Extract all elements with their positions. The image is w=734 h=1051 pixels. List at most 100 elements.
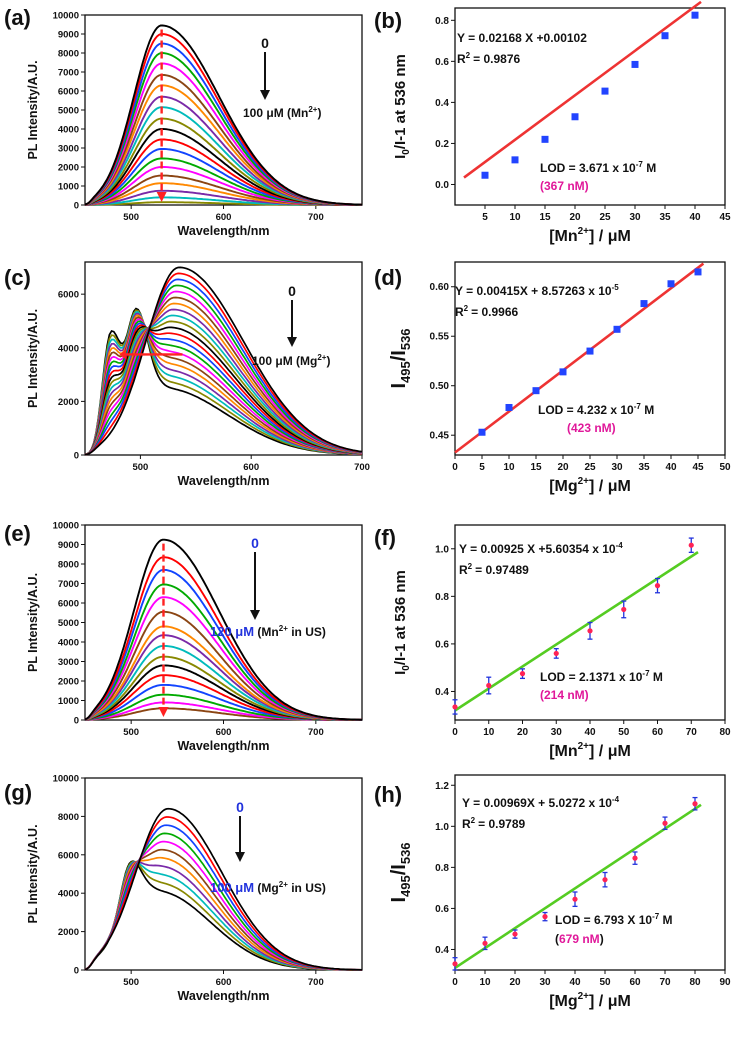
data-point — [559, 368, 567, 376]
text-span: R — [457, 52, 466, 66]
x-tick-label: 40 — [569, 977, 581, 988]
text-span: 2+ — [308, 105, 317, 114]
x-tick-label: 5 — [479, 462, 485, 473]
text-span: M — [641, 403, 654, 417]
x-axis-label: [Mn2+] / μM — [549, 741, 631, 760]
x-tick-label: 600 — [216, 212, 232, 223]
y-tick-label: 0.8 — [435, 16, 449, 27]
x-tick-label: 600 — [216, 977, 232, 988]
arrow-end-label: 100 μM (Mg2+) — [252, 353, 330, 368]
x-tick-label: 60 — [629, 977, 641, 988]
data-point — [631, 60, 639, 68]
text-span: ) — [317, 106, 321, 120]
y-tick-label: 7000 — [58, 579, 79, 590]
chart-panel-g: 500 600 700 0 2000 4000 6000 8000 10000 (g) Wavele… — [4, 774, 363, 1003]
y-tick-label: 10000 — [53, 774, 79, 785]
y-tick-label: 0.60 — [430, 282, 450, 293]
spectrum-curve — [84, 290, 363, 456]
data-point — [532, 387, 540, 395]
data-point — [662, 820, 668, 826]
spectrum-curve — [84, 807, 363, 971]
x-tick-label: 50 — [719, 462, 731, 473]
fit-equation: Y = 0.02168 X +0.00102 — [457, 31, 587, 45]
y-tick-label: 0.45 — [430, 431, 450, 442]
r-squared: R2 = 0.9789 — [462, 816, 525, 831]
y-tick-label: 0.6 — [435, 57, 449, 68]
text-span: -7 — [642, 669, 650, 678]
text-span: /I-1 at 536 nm — [392, 570, 409, 665]
text-span: I — [392, 671, 409, 675]
y-tick-label: 1.0 — [435, 544, 449, 555]
plot-frame — [454, 7, 726, 206]
text-span: (367 nM) — [540, 179, 589, 193]
text-span: R — [455, 305, 464, 319]
x-tick-label: 30 — [611, 462, 623, 473]
text-span: [Mg — [549, 993, 577, 1010]
data-point — [667, 280, 675, 288]
data-point — [486, 682, 492, 689]
text-span: Y = 0.00925 X +5.60354 x 10 — [459, 542, 616, 556]
lod-nm: (679 nM) — [555, 932, 604, 946]
text-span: LOD = 3.671 x 10 — [540, 161, 636, 175]
text-span: [Mg — [549, 478, 577, 495]
x-tick-label: 10 — [509, 212, 521, 223]
y-tick-label: 6000 — [58, 850, 79, 861]
chart-panel-h: 0 10 20 30 40 50 60 70 80 90 0.4 0.6 0.8 1.0 1.2 (h) Y =… — [374, 774, 731, 1010]
lod-text: LOD = 4.232 x 10-7 M — [538, 402, 654, 417]
text-span: 495 — [398, 875, 413, 897]
text-span: -7 — [636, 160, 644, 169]
data-point — [571, 113, 579, 121]
text-span: [Mn — [549, 228, 577, 245]
text-span: ] / μM — [589, 478, 631, 495]
lod-nm: (423 nM) — [567, 421, 616, 435]
arrow-start-label: 0 — [251, 535, 259, 551]
arrow-end-label: 100 μM (Mg2+ in US) — [210, 880, 326, 895]
text-span: Y = 0.00969X + 5.0272 x 10 — [462, 796, 612, 810]
text-span: R — [462, 817, 471, 831]
text-span: -7 — [634, 402, 642, 411]
x-tick-label: 35 — [638, 462, 650, 473]
x-tick-label: 50 — [618, 727, 630, 738]
x-tick-label: 30 — [539, 977, 551, 988]
y-tick-label: 2000 — [58, 163, 79, 174]
plot-frame — [84, 261, 363, 456]
x-tick-label: 60 — [652, 727, 664, 738]
data-point — [613, 325, 621, 333]
y-tick-label: 8000 — [58, 560, 79, 571]
x-tick-label: 0 — [452, 727, 458, 738]
y-tick-label: 0.4 — [435, 945, 449, 956]
data-point — [654, 583, 661, 589]
data-point — [586, 347, 594, 355]
y-tick-label: 4000 — [58, 889, 79, 900]
x-tick-label: 80 — [689, 977, 701, 988]
text-span: 536 — [398, 842, 413, 864]
y-tick-label: 6000 — [58, 87, 79, 98]
y-tick-label: 0 — [74, 966, 79, 977]
down-arrow-head — [287, 337, 297, 347]
y-axis-label: PL Intensity/A.U. — [26, 824, 40, 923]
panel-label: (a) — [4, 5, 31, 30]
text-span: = 0.9789 — [478, 817, 525, 831]
x-tick-label: 5 — [482, 212, 488, 223]
text-span: 0 — [401, 149, 412, 155]
x-tick-label: 700 — [308, 727, 324, 738]
x-tick-label: 700 — [308, 977, 324, 988]
text-span: I — [388, 897, 410, 903]
x-tick-label: 500 — [123, 727, 139, 738]
x-tick-label: 45 — [692, 462, 704, 473]
x-tick-label: 15 — [530, 462, 542, 473]
x-axis-label: Wavelength/nm — [178, 739, 270, 753]
red-shift-arrow-head — [119, 349, 126, 360]
data-point — [481, 171, 489, 179]
y-tick-label: 7000 — [58, 68, 79, 79]
y-axis-label: PL Intensity/A.U. — [26, 60, 40, 159]
fit-line — [463, 0, 702, 179]
text-span: LOD = 2.1371 x 10 — [540, 670, 643, 684]
chart-panel-a: 500 600 7000100020003000400050006000700080… — [4, 5, 363, 238]
text-span: 2+ — [578, 741, 590, 752]
y-tick-label: 10000 — [53, 521, 79, 532]
x-tick-label: 10 — [503, 462, 515, 473]
x-axis-label: Wavelength/nm — [178, 224, 270, 238]
y-tick-label: 8000 — [58, 49, 79, 60]
panel-label: (g) — [4, 780, 32, 805]
